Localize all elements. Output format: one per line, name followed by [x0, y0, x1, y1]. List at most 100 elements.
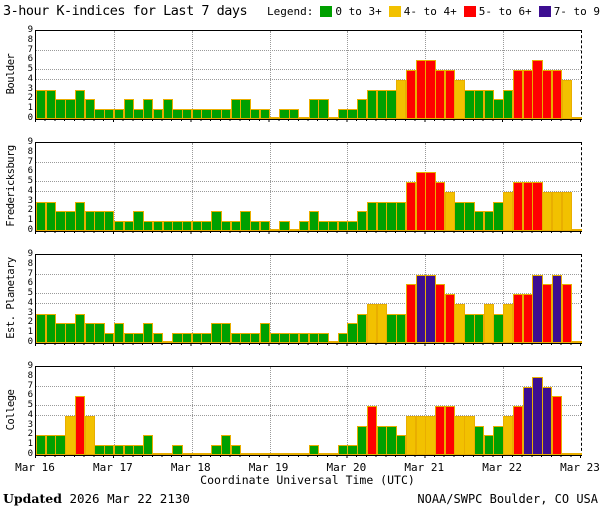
- k-bar: [561, 191, 572, 231]
- y-tick-label: 0: [27, 225, 33, 235]
- axis-tick-strip: [35, 455, 581, 458]
- legend-swatch-purple: [538, 6, 551, 17]
- axis-tick-strip: [35, 231, 581, 234]
- y-tick-label: 0: [27, 449, 33, 459]
- legend-swatch-yellow: [388, 6, 401, 17]
- y-tick-label: 8: [27, 146, 33, 157]
- k-bar: [240, 211, 251, 231]
- y-tick-label: 0: [27, 113, 33, 123]
- k-bar: [143, 435, 154, 455]
- day-gridline: [191, 255, 193, 343]
- y-tick-label: 5: [27, 288, 33, 299]
- y-gridline-5: [36, 181, 581, 183]
- y-tick-label: 0: [27, 337, 33, 347]
- y-tick-label: 6: [27, 54, 33, 65]
- k-bar: [113, 323, 125, 343]
- y-gridline-5: [36, 69, 581, 71]
- y-tick-label: 3: [27, 307, 33, 318]
- x-axis-label: Coordinate Universal Time (UTC): [200, 473, 415, 487]
- k-bar: [104, 211, 115, 231]
- day-gridline: [191, 143, 193, 231]
- k-bar: [220, 323, 232, 343]
- y-gridline-4: [36, 302, 581, 304]
- k-bar: [240, 99, 251, 119]
- y-tick-label: 1: [27, 103, 33, 114]
- axis-tick-strip: [35, 343, 581, 346]
- day-gridline: [191, 31, 193, 119]
- y-tick-label: 6: [27, 278, 33, 289]
- y-tick-label: 5: [27, 176, 33, 187]
- k-bar: [571, 229, 582, 231]
- k-bar: [94, 323, 105, 343]
- k-bar: [318, 99, 329, 119]
- y-tick-label: 9: [27, 137, 33, 147]
- legend-item-yellow: 4- to 4+: [403, 5, 457, 18]
- day-gridline: [503, 367, 505, 455]
- y-tick-label: 7: [27, 380, 33, 391]
- chart-title: 3-hour K-indices for Last 7 days: [3, 3, 248, 19]
- x-tick-label: Mar 19: [248, 461, 289, 474]
- y-gridline-4: [36, 78, 581, 80]
- k-bar: [259, 323, 271, 343]
- kindex-panel-est-planetary: [35, 254, 582, 344]
- k-bar: [571, 341, 582, 343]
- station-label: Fredericksburg: [5, 145, 17, 227]
- y-tick-label: 5: [27, 64, 33, 75]
- y-tick-label: 9: [27, 249, 33, 259]
- kindex-panel-college: [35, 366, 582, 456]
- y-gridline-5: [36, 293, 581, 295]
- y-tick-label: 1: [27, 327, 33, 338]
- credit-text: NOAA/SWPC Boulder, CO USA: [417, 492, 598, 506]
- y-gridline-7: [36, 161, 581, 163]
- k-bar: [318, 333, 329, 343]
- x-tick-label: Mar 18: [170, 461, 211, 474]
- k-bar: [133, 211, 144, 231]
- x-tick-label: Mar 20: [326, 461, 367, 474]
- y-tick-label: 8: [27, 370, 33, 381]
- y-gridline-4: [36, 190, 581, 192]
- y-gridline-7: [36, 49, 581, 51]
- k-bar: [143, 99, 154, 119]
- kindex-panel-boulder: [35, 30, 582, 120]
- k-bar: [84, 99, 95, 119]
- k-bar: [571, 117, 582, 119]
- k-bar: [230, 445, 241, 455]
- k-bar: [551, 396, 563, 455]
- y-tick-label: 6: [27, 166, 33, 177]
- y-tick-label: 3: [27, 195, 33, 206]
- y-tick-label: 7: [27, 156, 33, 167]
- k-bar: [143, 323, 154, 343]
- y-tick-label: 1: [27, 215, 33, 226]
- day-gridline: [347, 31, 349, 119]
- day-gridline: [269, 31, 271, 119]
- updated-label: Updated: [3, 491, 62, 506]
- k-bar: [152, 333, 164, 343]
- k-bar: [259, 109, 271, 119]
- x-tick-label: Mar 22: [482, 461, 523, 474]
- y-gridline-5: [36, 405, 581, 407]
- k-bar: [279, 221, 290, 231]
- legend: Legend: 0 to 3+ 4- to 4+ 5- to 6+ 7- to …: [267, 5, 600, 18]
- day-gridline: [503, 31, 505, 119]
- axis-tick-strip: [35, 119, 581, 122]
- day-gridline: [113, 367, 115, 455]
- k-bar: [211, 211, 222, 231]
- x-tick-label: Mar 23: [560, 461, 600, 474]
- y-tick-label: 8: [27, 258, 33, 269]
- x-tick-label: Mar 17: [92, 461, 133, 474]
- y-tick-label: 1: [27, 439, 33, 450]
- k-bar: [259, 221, 271, 231]
- y-gridline-7: [36, 273, 581, 275]
- day-gridline: [347, 255, 349, 343]
- legend-swatch-green: [320, 6, 333, 17]
- day-gridline: [347, 367, 349, 455]
- y-tick-label: 3: [27, 83, 33, 94]
- x-tick-label: Mar 16: [15, 461, 55, 474]
- y-tick-label: 2: [27, 93, 33, 104]
- updated-timestamp: Updated 2026 Mar 22 2130: [3, 491, 190, 506]
- day-gridline: [425, 367, 427, 455]
- y-tick-label: 5: [27, 400, 33, 411]
- k-bar: [220, 435, 232, 455]
- y-tick-label: 7: [27, 268, 33, 279]
- station-label: Est. Planetary: [5, 257, 17, 339]
